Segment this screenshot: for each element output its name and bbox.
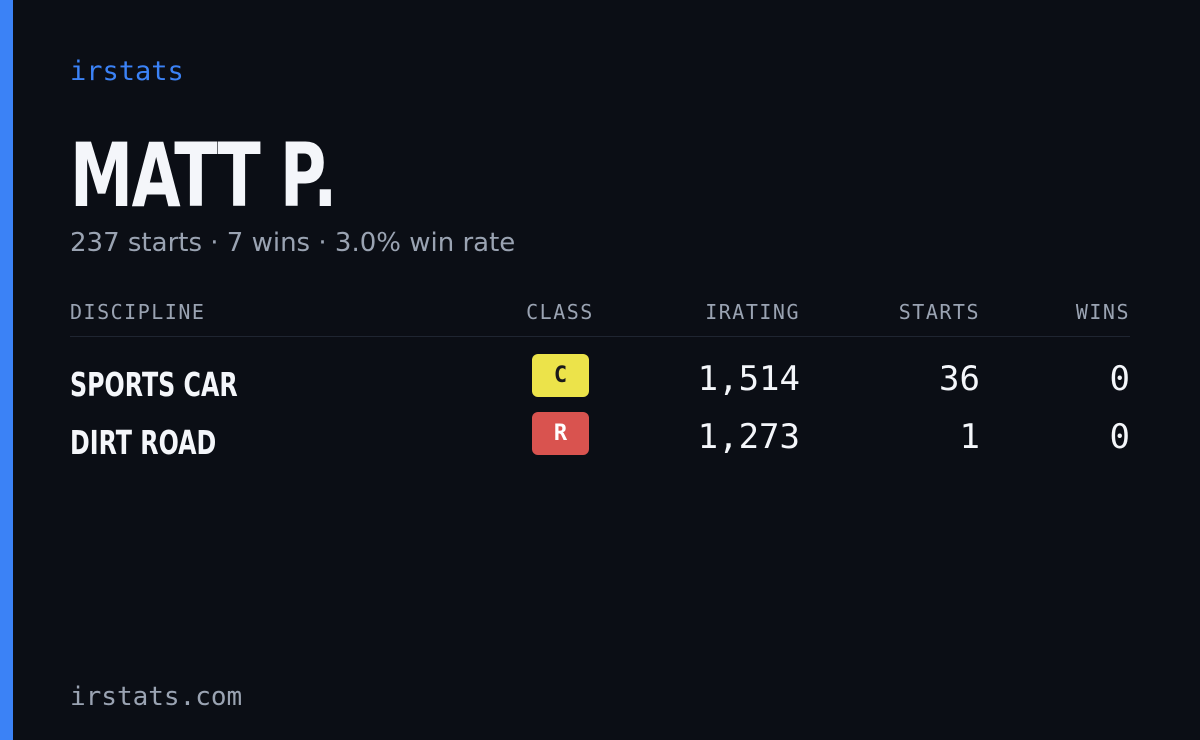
discipline: DIRT ROAD bbox=[70, 423, 217, 462]
accent-bar bbox=[0, 0, 13, 740]
column-header: CLASS bbox=[526, 300, 594, 324]
column-header: WINS bbox=[1075, 300, 1130, 324]
column-header: IRATING bbox=[705, 300, 800, 324]
brand: irstats bbox=[70, 56, 184, 87]
irating: 1,273 bbox=[697, 417, 800, 457]
wins: 0 bbox=[1109, 417, 1130, 457]
column-header: STARTS bbox=[898, 300, 980, 324]
class-badge: C bbox=[532, 354, 589, 397]
irating: 1,514 bbox=[697, 359, 800, 399]
profile-summary: 237 starts · 7 wins · 3.0% win rate bbox=[70, 228, 516, 258]
starts: 36 bbox=[939, 359, 980, 399]
discipline: SPORTS CAR bbox=[70, 365, 238, 404]
footer-link: irstats.com bbox=[70, 682, 243, 712]
profile-name: MATT P. bbox=[70, 124, 337, 227]
column-header: DISCIPLINE bbox=[70, 300, 206, 324]
divider bbox=[70, 336, 1130, 337]
wins: 0 bbox=[1109, 359, 1130, 399]
class-badge: R bbox=[532, 412, 589, 455]
starts: 1 bbox=[959, 417, 980, 457]
